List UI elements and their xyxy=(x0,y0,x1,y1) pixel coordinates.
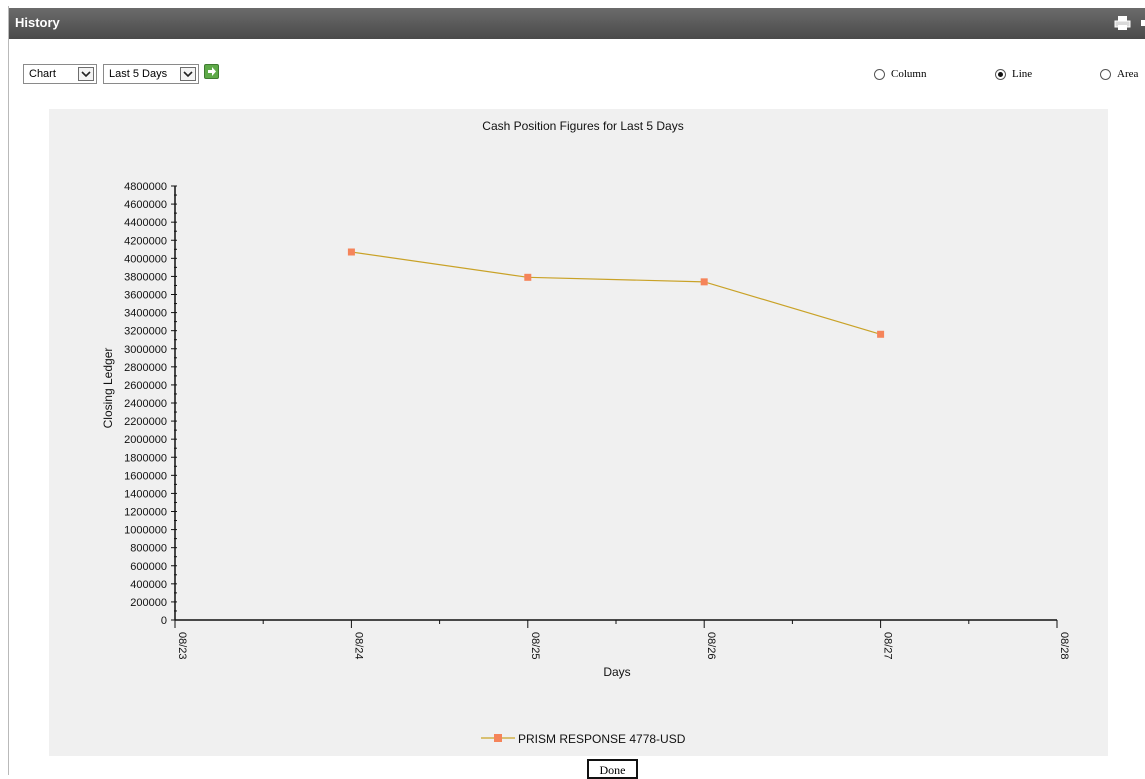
x-tick-label: 08/27 xyxy=(882,632,894,660)
y-tick-label: 800000 xyxy=(130,543,167,555)
y-tick-label: 4400000 xyxy=(124,217,167,229)
chart-area: Cash Position Figures for Last 5 Days Cl… xyxy=(49,109,1108,756)
legend-series-name: PRISM RESPONSE 4778-USD xyxy=(518,732,686,746)
view-select[interactable]: Chart xyxy=(23,64,97,84)
y-tick-label: 3600000 xyxy=(124,290,167,302)
chart-legend: PRISM RESPONSE 4778-USD xyxy=(481,732,686,746)
radio-label: Line xyxy=(1012,68,1033,80)
y-tick-label: 4000000 xyxy=(124,253,167,265)
window-title: History xyxy=(15,15,60,30)
y-tick-label: 600000 xyxy=(130,561,167,573)
chart-title: Cash Position Figures for Last 5 Days xyxy=(482,119,683,133)
y-tick-label: 2400000 xyxy=(124,398,167,410)
minimize-icon[interactable] xyxy=(1140,15,1145,34)
y-tick-label: 3800000 xyxy=(124,271,167,283)
y-tick-label: 1000000 xyxy=(124,525,167,537)
radio-circle[interactable] xyxy=(1100,69,1111,80)
y-tick-label: 1600000 xyxy=(124,470,167,482)
radio-label: Area xyxy=(1117,68,1139,80)
y-tick-label: 200000 xyxy=(130,597,167,609)
legend-marker-swatch xyxy=(494,734,502,742)
line-chart: Cash Position Figures for Last 5 Days Cl… xyxy=(101,119,1070,746)
x-tick-label: 08/24 xyxy=(352,632,364,660)
data-point xyxy=(700,278,708,286)
range-select[interactable]: Last 5 Days xyxy=(103,64,199,84)
y-tick-label: 3200000 xyxy=(124,326,167,338)
done-button[interactable]: Done xyxy=(587,759,638,779)
data-point xyxy=(347,248,355,256)
view-select-value: Chart xyxy=(29,68,56,80)
y-tick-label: 1800000 xyxy=(124,452,167,464)
window-titlebar: History xyxy=(9,8,1145,39)
chart-marks xyxy=(347,248,885,338)
y-tick-label: 2800000 xyxy=(124,362,167,374)
arrow-right-icon[interactable] xyxy=(204,64,219,79)
y-tick-label: 4600000 xyxy=(124,199,167,211)
x-tick-label: 08/26 xyxy=(705,632,717,660)
history-window: History Chart Last 5 Days xyxy=(8,6,1145,779)
y-tick-label: 2600000 xyxy=(124,380,167,392)
data-point xyxy=(524,273,532,281)
y-tick-label: 2000000 xyxy=(124,434,167,446)
y-tick-label: 1400000 xyxy=(124,488,167,500)
radio-label: Column xyxy=(891,68,927,80)
y-tick-label: 1200000 xyxy=(124,507,167,519)
chevron-down-icon[interactable] xyxy=(180,67,196,81)
y-tick-label: 2200000 xyxy=(124,416,167,428)
chart-axes: 0 200000 400000 600000 800000 1000000 1200000 1… xyxy=(124,181,1070,660)
series-line xyxy=(351,251,881,335)
y-tick-label: 4200000 xyxy=(124,235,167,247)
y-tick-label: 400000 xyxy=(130,579,167,591)
print-icon[interactable] xyxy=(1114,15,1132,34)
y-axis-label: Closing Ledger xyxy=(101,348,115,429)
range-select-value: Last 5 Days xyxy=(109,68,168,80)
data-point xyxy=(877,330,885,338)
radio-circle[interactable] xyxy=(995,69,1006,80)
x-tick-label: 08/23 xyxy=(176,632,188,660)
x-tick-label: 08/28 xyxy=(1058,632,1070,660)
y-tick-label: 0 xyxy=(161,615,167,627)
y-tick-label: 3000000 xyxy=(124,344,167,356)
y-tick-label: 4800000 xyxy=(124,181,167,193)
chevron-down-icon[interactable] xyxy=(78,67,94,81)
radio-selected-dot xyxy=(998,72,1003,77)
x-tick-label: 08/25 xyxy=(529,632,541,660)
y-tick-label: 3400000 xyxy=(124,308,167,320)
x-axis-label: Days xyxy=(603,665,630,679)
radio-circle[interactable] xyxy=(874,69,885,80)
